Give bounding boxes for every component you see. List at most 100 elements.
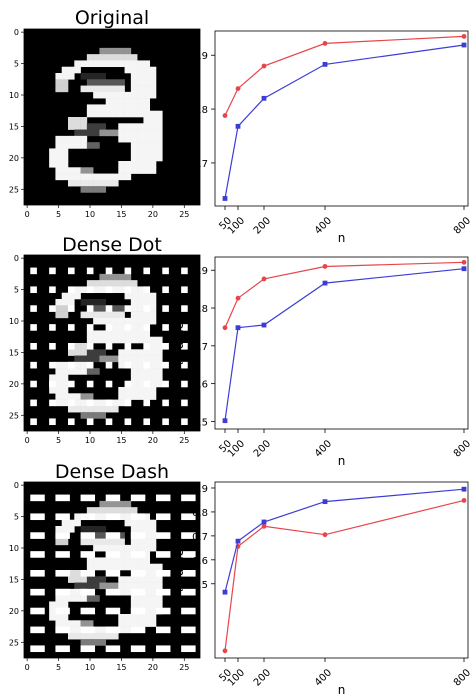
image-pixel (105, 355, 113, 363)
image-pixel (80, 129, 88, 137)
image-pixel (93, 299, 100, 306)
image-pixel (149, 292, 157, 300)
dot-mask (49, 418, 56, 426)
image-pixel (68, 368, 75, 375)
image-pixel (130, 538, 138, 546)
dot-mask (86, 267, 94, 275)
image-pixel (137, 110, 144, 118)
panel-title: Dense Dot (62, 234, 162, 256)
image-pixel (143, 513, 151, 521)
image-pixel (149, 299, 157, 306)
image-ytick-label: 5 (14, 513, 19, 522)
ytick-label: 0.5 (192, 580, 208, 591)
image-pixel (74, 117, 81, 124)
image-pixel (137, 330, 144, 338)
image-pixel (86, 368, 94, 375)
image-pixel (61, 311, 69, 319)
dot-mask (162, 399, 169, 407)
image-pixel (118, 551, 125, 558)
image-pixel (80, 595, 88, 602)
image-pixel (55, 380, 63, 388)
image-pixel (112, 179, 119, 187)
image-pixel (68, 142, 75, 149)
dot-mask (86, 324, 94, 331)
image-pixel (130, 349, 138, 356)
image-pixel (149, 361, 157, 369)
xtick-label: 200 (252, 438, 273, 459)
series-point (461, 266, 467, 272)
image-pixel (112, 405, 119, 413)
image-pixel (149, 142, 157, 149)
dot-mask (105, 361, 113, 369)
image-pixel (112, 104, 119, 112)
image-pixel (93, 632, 100, 640)
image-pixel (61, 538, 69, 546)
image-pixel (130, 110, 138, 118)
dash-mask (30, 494, 45, 502)
image-pixel (130, 563, 138, 571)
image-pixel (112, 110, 119, 118)
image-pixel (99, 273, 107, 281)
image-pixel (143, 154, 151, 162)
image-pixel (55, 299, 63, 306)
image-pixel (143, 292, 151, 300)
image-pixel (118, 563, 125, 571)
image-pixel (112, 311, 119, 319)
image-ytick-label: 10 (9, 91, 19, 100)
image-pixel (143, 311, 151, 319)
dot-mask (105, 343, 113, 350)
image-pixel (137, 368, 144, 375)
image-ytick-label: 20 (9, 154, 19, 163)
image-pixel (112, 507, 119, 514)
image-pixel (68, 349, 75, 356)
dash-mask (55, 532, 70, 539)
image-pixel (93, 179, 100, 187)
image-pixel (124, 167, 132, 174)
image-pixel (80, 286, 88, 294)
image-pixel (137, 526, 144, 533)
image-pixel (80, 412, 88, 419)
image-pixel (55, 148, 63, 156)
image-pixel (68, 632, 75, 640)
dot-mask (68, 324, 75, 331)
image-pixel (86, 85, 94, 93)
series-line (224, 35, 465, 116)
image-pixel (118, 98, 125, 105)
image-pixel (149, 620, 157, 627)
image-ytick-label: 25 (9, 185, 19, 194)
dash-mask (80, 513, 96, 521)
image-pixel (130, 368, 138, 375)
image-pixel (55, 305, 63, 312)
image-pixel (86, 110, 94, 118)
image-pixel (118, 305, 125, 312)
image-pixel (149, 73, 157, 80)
image-pixel (143, 73, 151, 80)
image-pixel (118, 532, 125, 539)
image-pixel (80, 167, 88, 174)
image-pixel (118, 173, 125, 181)
image-pixel (61, 173, 69, 181)
image-pixel (149, 91, 157, 99)
dash-mask (130, 570, 146, 577)
image-pixel (105, 110, 113, 118)
image-pixel (124, 551, 132, 558)
dot-mask (143, 343, 151, 350)
image-pixel (118, 387, 125, 394)
image-pixel (93, 129, 100, 137)
image-pixel (99, 60, 107, 68)
image-pixel (143, 91, 151, 99)
image-xtick-label: 0 (25, 436, 30, 445)
image-pixel (149, 135, 157, 143)
image-pixel (149, 167, 157, 174)
image-pixel (130, 355, 138, 363)
image-pixel (137, 576, 144, 583)
dot-mask (124, 286, 132, 294)
image-pixel (74, 349, 81, 356)
image-pixel (130, 161, 138, 168)
image-pixel (149, 343, 157, 350)
image-pixel (124, 519, 132, 527)
dot-mask (181, 399, 188, 407)
dot-mask (105, 286, 113, 294)
image-pixel (99, 317, 107, 325)
